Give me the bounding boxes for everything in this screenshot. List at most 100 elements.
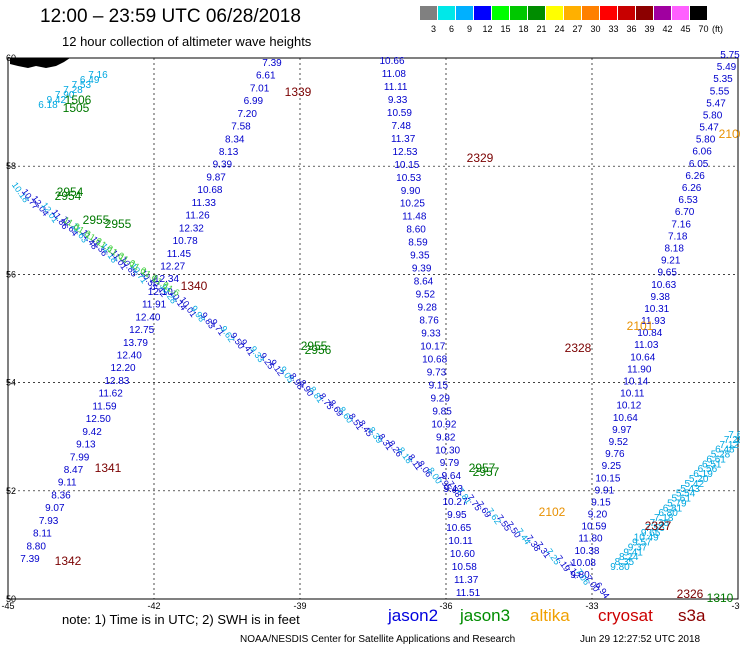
wave-height-value: 11.91	[142, 300, 167, 311]
legend-level-label: 12	[482, 24, 493, 34]
wave-height-value: 7.18	[668, 231, 688, 242]
lon-tick-label: -42	[147, 601, 160, 611]
legend-level-label: 6	[448, 24, 454, 34]
legend-level-label: 21	[536, 24, 547, 34]
orbit-number-label: 1310	[707, 591, 734, 605]
wave-height-value: 10.31	[644, 304, 669, 315]
wave-height-value: 9.39	[412, 264, 432, 275]
wave-height-value: 9.42	[82, 427, 102, 438]
wave-height-value: 10.68	[197, 185, 222, 196]
satellite-label-jason2: jason2	[388, 606, 439, 625]
lon-tick-label: -39	[293, 601, 306, 611]
orbit-number-label: 2100	[719, 127, 740, 141]
wave-height-value: 10.66	[379, 56, 404, 67]
wave-height-value: 9.41	[623, 547, 643, 558]
orbit-number-label: 1505	[63, 101, 90, 115]
wave-height-value: 9.73	[427, 367, 447, 378]
wave-height-value: 10.11	[448, 536, 473, 547]
legend-swatch	[510, 6, 527, 20]
wave-height-value: 10.38	[574, 546, 599, 557]
wave-height-value: 12.40	[117, 351, 142, 362]
lon-tick-label: -36	[439, 601, 452, 611]
wave-height-value: 6.80	[658, 508, 678, 519]
wave-height-value: 11.33	[192, 198, 217, 209]
wave-height-value: 10.15	[394, 160, 419, 171]
orbit-number-label: 1339	[285, 85, 312, 99]
wave-height-value: 5.47	[706, 98, 726, 109]
wave-height-value: 5.42	[685, 479, 705, 490]
wave-height-value: 7.28	[724, 435, 740, 446]
legend-level-label: 15	[500, 24, 511, 34]
legend-level-label: 39	[644, 24, 655, 34]
wave-height-value: 9.76	[605, 449, 625, 460]
wave-height-value: 10.27	[443, 497, 468, 508]
orbit-number-label: 2956	[305, 343, 332, 357]
wave-height-value: 9.43	[443, 484, 463, 495]
legend-unit: (ft)	[712, 24, 723, 34]
lat-tick-label: 56	[6, 269, 16, 279]
orbit-number-label: 2327	[645, 519, 672, 533]
wave-height-value: 9.57	[632, 538, 652, 549]
wave-height-value: 5.54	[676, 489, 696, 500]
wave-height-value: 9.15	[591, 497, 611, 508]
wave-height-value: 10.30	[435, 445, 460, 456]
wave-height-value: 9.82	[436, 432, 456, 443]
legend-level-label: 33	[608, 24, 619, 34]
legend-swatch	[582, 6, 599, 20]
wave-height-value: 10.63	[651, 280, 676, 291]
wave-height-value: 9.87	[206, 172, 226, 183]
wave-height-value: 9.07	[45, 503, 65, 514]
wave-height-value: 10.78	[173, 236, 198, 247]
wave-height-value: 5.20	[689, 474, 709, 485]
lon-tick-label: -30	[731, 601, 740, 611]
legend-swatch	[690, 6, 707, 20]
wave-height-value: 5.43	[680, 484, 700, 495]
coastline-shape	[10, 58, 70, 68]
wave-height-value: 6.81	[663, 503, 683, 514]
legend-swatch	[492, 6, 509, 20]
orbit-number-label: 2955	[105, 217, 132, 231]
wave-height-value: 5.47	[699, 123, 719, 134]
wave-height-value: 10.49	[634, 533, 659, 544]
wave-height-value: 9.91	[595, 485, 615, 496]
wave-height-value: 9.65	[657, 268, 677, 279]
orbit-number-label: 2954	[55, 189, 82, 203]
satellite-label-s3a: s3a	[678, 606, 706, 625]
wave-height-value: 6.49	[80, 75, 100, 86]
wave-height-value: 8.18	[664, 243, 684, 254]
lon-tick-label: -33	[585, 601, 598, 611]
wave-height-value: 11.51	[456, 588, 481, 599]
wave-height-value: 8.35	[615, 557, 635, 568]
orbit-number-label: 2955	[83, 213, 110, 227]
wave-height-value: 11.37	[454, 575, 479, 586]
wave-height-value: 6.56	[698, 464, 718, 475]
wave-height-value: 6.26	[685, 171, 705, 182]
wave-height-value: 9.52	[416, 290, 436, 301]
wave-height-value: 7.12	[720, 440, 740, 451]
wave-height-value: 6.61	[706, 454, 726, 465]
wave-height-value: 10.60	[450, 549, 475, 560]
wave-height-value: 11.59	[92, 401, 117, 412]
wave-height-value: 11.93	[641, 316, 666, 327]
legend-swatch	[438, 6, 455, 20]
legend-swatch	[618, 6, 635, 20]
orbit-number-label: 2326	[677, 587, 704, 601]
wave-height-value: 8.59	[408, 238, 428, 249]
wave-height-value: 9.33	[421, 328, 441, 339]
orbit-number-label: 1340	[181, 279, 208, 293]
wave-height-value: 11.48	[402, 212, 427, 223]
wave-height-value: 8.47	[64, 465, 84, 476]
wave-height-value: 7.58	[231, 122, 251, 133]
wave-height-value: 5.79	[667, 498, 687, 509]
wave-height-value: 8.11	[33, 529, 52, 540]
wave-height-value: 6.99	[244, 96, 264, 107]
orbit-number-label: 1342	[55, 554, 82, 568]
wave-height-value: 10.64	[630, 352, 655, 363]
wave-height-value: 10.12	[616, 401, 641, 412]
wave-height-value: 8.64	[414, 277, 434, 288]
orbit-number-label: 2102	[539, 505, 566, 519]
legend-level-label: 30	[590, 24, 601, 34]
wave-height-value: 5.80	[703, 110, 723, 121]
wave-height-value: 10.64	[613, 413, 638, 424]
